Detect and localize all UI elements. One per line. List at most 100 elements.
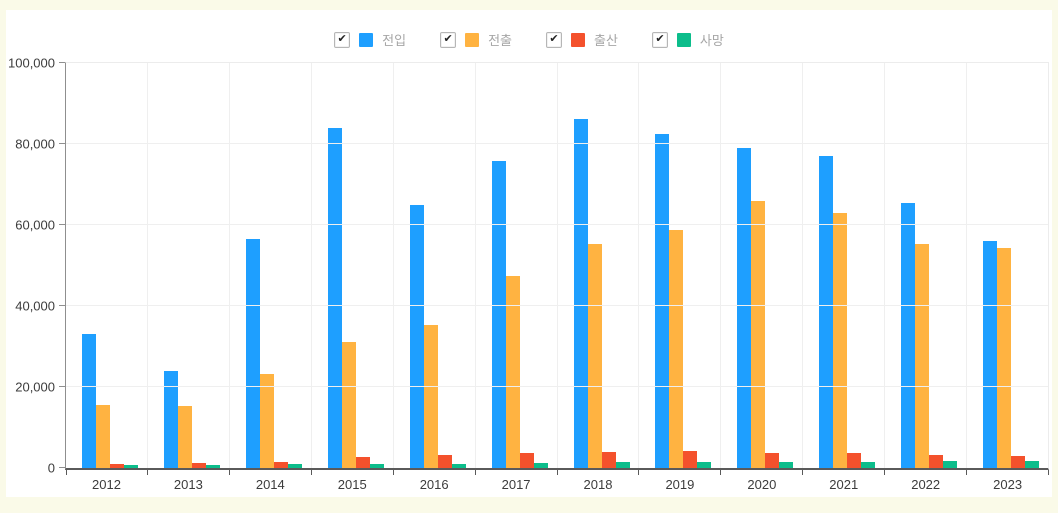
bar-전출-2015 — [341, 342, 356, 468]
legend-label: 출산 — [594, 33, 618, 48]
x-axis-tick — [392, 470, 394, 475]
legend-item-사망[interactable]: ✔ 사망 — [651, 30, 724, 49]
x-axis-label: 2019 — [665, 477, 695, 492]
gridline-horizontal — [66, 143, 1048, 144]
bar-사망-2019 — [697, 462, 712, 468]
legend-checkbox-icon[interactable]: ✔ — [546, 31, 562, 48]
x-axis-tick — [228, 470, 230, 475]
bar-사망-2014 — [287, 463, 302, 468]
bar-전입-2022 — [901, 202, 916, 468]
y-axis-tick — [59, 224, 65, 225]
legend-label: 전출 — [488, 33, 512, 48]
bar-사망-2017 — [533, 462, 548, 468]
y-axis-label: 100,000 — [8, 55, 55, 71]
bar-사망-2023 — [1025, 461, 1040, 468]
bar-전입-2020 — [737, 148, 752, 468]
x-axis-tick — [966, 470, 968, 475]
x-axis-label: 2014 — [255, 477, 285, 492]
bar-groups: 2012 2013 2014 2015 2016 2017 2018 2019 2020 2021… — [66, 63, 1050, 492]
bar-전입-2016 — [409, 204, 424, 468]
x-axis-tick — [720, 470, 722, 475]
y-axis-tick — [59, 305, 65, 306]
bar-전출-2021 — [833, 212, 848, 468]
x-axis-label: 2017 — [501, 477, 531, 492]
bar-group-2019: 2019 — [639, 63, 722, 492]
plot-area: 2012 2013 2014 2015 2016 2017 2018 2019 2020 2021… — [8, 56, 1050, 492]
legend-item-출산[interactable]: ✔ 출산 — [546, 30, 618, 49]
bar-사망-2016 — [451, 463, 466, 468]
bar-출산-2012 — [110, 463, 124, 468]
bar-사망-2015 — [369, 463, 384, 468]
x-axis-tick — [802, 470, 804, 475]
bar-전출-2018 — [587, 244, 602, 468]
bar-사망-2021 — [861, 461, 876, 468]
x-axis-tick — [638, 470, 640, 475]
legend-item-전입[interactable]: ✔ 전입 — [334, 30, 406, 49]
y-axis-tick — [59, 386, 65, 387]
bar-사망-2020 — [779, 462, 794, 468]
bar-전출-2022 — [915, 244, 930, 468]
bar-전출-2016 — [423, 325, 438, 468]
bar-전출-2023 — [997, 248, 1012, 468]
bar-전출-2014 — [259, 374, 274, 468]
legend-checkbox-icon[interactable]: ✔ — [651, 31, 668, 48]
bar-사망-2022 — [943, 460, 958, 468]
bar-group-2012: 2012 — [66, 63, 148, 492]
x-axis-tick — [146, 470, 148, 475]
bar-group-2013: 2013 — [148, 63, 230, 492]
y-axis-label: 80,000 — [15, 136, 55, 152]
y-axis-label: 60,000 — [15, 217, 55, 233]
legend-label: 전입 — [382, 33, 407, 48]
bar-전출-2012 — [96, 405, 110, 468]
legend-checkbox-icon[interactable]: ✔ — [440, 31, 457, 48]
bar-group-2014: 2014 — [230, 63, 312, 492]
chart-legend: ✔ 전입 ✔ 전출 ✔ 출산 ✔ 사망 — [6, 30, 1052, 49]
bar-전입-2023 — [983, 241, 998, 468]
bar-사망-2012 — [124, 465, 138, 468]
bar-전입-2013 — [163, 370, 178, 468]
bar-사망-2013 — [205, 464, 220, 468]
x-axis-label: 2016 — [419, 477, 449, 492]
y-axis-label: 20,000 — [15, 379, 55, 395]
bar-전입-2018 — [573, 118, 588, 468]
bar-사망-2018 — [615, 462, 630, 468]
bar-group-2018: 2018 — [558, 63, 640, 492]
bar-전입-2021 — [819, 156, 834, 468]
bar-전입-2015 — [327, 127, 342, 468]
y-axis-tick — [59, 143, 65, 144]
gridline-horizontal — [66, 224, 1048, 225]
bar-출산-2018 — [601, 452, 616, 468]
x-axis-label: 2021 — [829, 477, 859, 492]
legend-checkbox-icon[interactable]: ✔ — [334, 31, 351, 48]
bar-출산-2013 — [191, 463, 206, 468]
y-axis-label: 40,000 — [15, 298, 55, 314]
bar-출산-2016 — [437, 454, 452, 468]
x-axis-tick — [474, 470, 476, 475]
bar-전출-2013 — [177, 406, 192, 468]
y-axis-label: 0 — [47, 460, 55, 476]
x-axis-tick — [310, 470, 312, 475]
legend-label: 사망 — [699, 33, 724, 48]
bar-출산-2014 — [273, 461, 288, 468]
x-axis-tick — [884, 470, 886, 475]
bar-전출-2020 — [751, 200, 766, 468]
bar-출산-2021 — [847, 452, 862, 468]
legend-color-swatch — [359, 32, 374, 47]
legend-item-전출[interactable]: ✔ 전출 — [440, 30, 512, 49]
bar-group-2021: 2021 — [803, 63, 886, 492]
gridline-horizontal — [66, 386, 1048, 387]
x-axis-label: 2022 — [911, 477, 941, 492]
bar-전출-2019 — [669, 229, 684, 468]
y-axis-tick — [59, 62, 65, 63]
x-axis-tick — [556, 470, 558, 475]
bar-전입-2019 — [655, 133, 670, 468]
bar-group-2023: 2023 — [967, 63, 1050, 492]
x-axis-label: 2012 — [92, 477, 121, 492]
bar-전입-2012 — [82, 334, 96, 468]
x-axis-label: 2015 — [337, 477, 367, 492]
bar-전입-2014 — [245, 239, 260, 468]
x-axis-label: 2013 — [173, 477, 203, 492]
legend-color-swatch — [571, 32, 585, 47]
bar-출산-2017 — [519, 453, 534, 468]
chart-panel: ✔ 전입 ✔ 전출 ✔ 출산 ✔ 사망 2012 2013 2014 2015 2016 2017 201… — [6, 10, 1052, 497]
